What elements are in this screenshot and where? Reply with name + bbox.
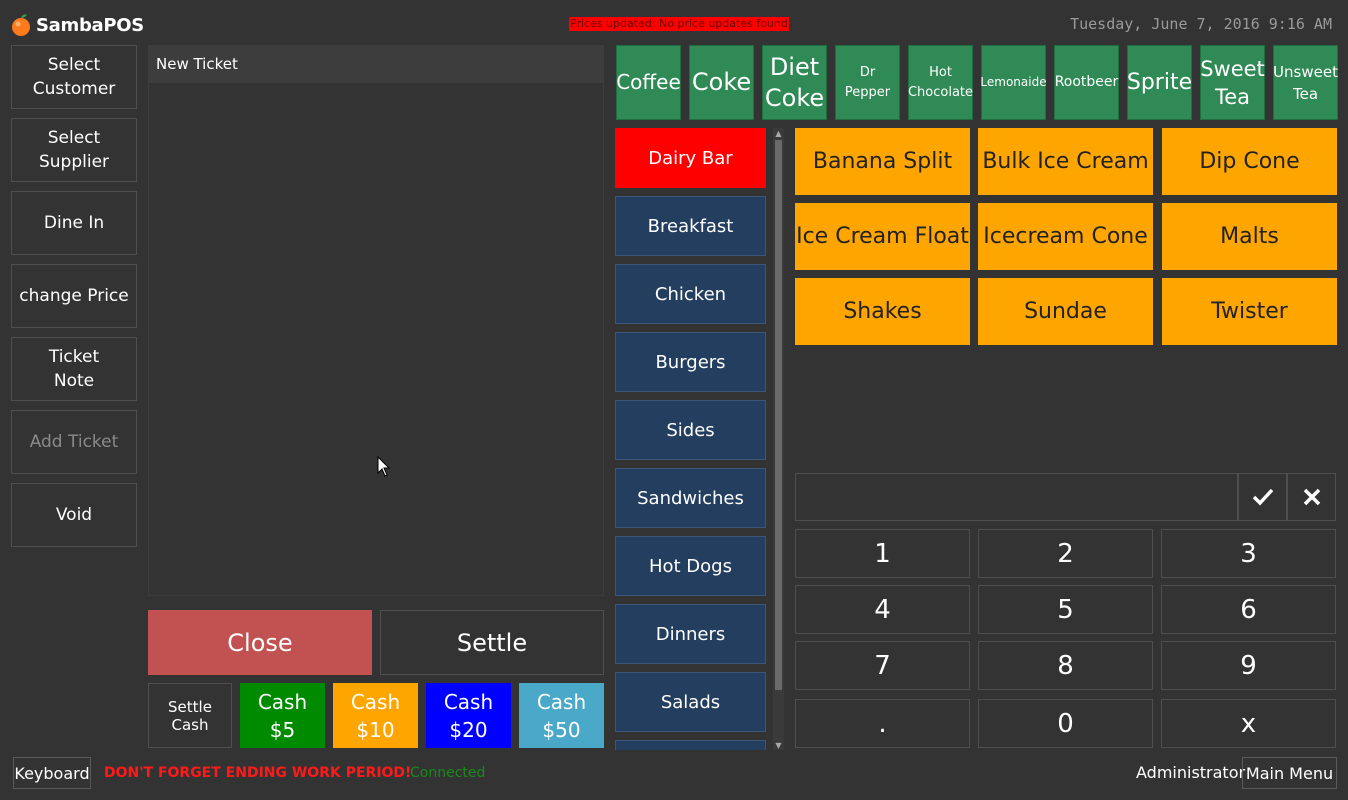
numpad-display[interactable] bbox=[795, 473, 1238, 521]
work-period-warning: DON'T FORGET ENDING WORK PERIOD! bbox=[104, 765, 412, 781]
nav-button: Add Ticket bbox=[11, 410, 137, 474]
numpad-key[interactable]: 5 bbox=[978, 585, 1153, 634]
category-button[interactable]: Breakfast bbox=[615, 196, 766, 256]
cash-button[interactable]: Cash $20 bbox=[426, 683, 511, 748]
drink-button[interactable]: Dr Pepper bbox=[835, 45, 900, 120]
drink-button[interactable]: Sprite bbox=[1127, 45, 1192, 120]
product-button[interactable]: Ice Cream Float bbox=[795, 203, 970, 270]
category-scroll-thumb[interactable] bbox=[775, 140, 782, 690]
category-button[interactable]: Dinners bbox=[615, 604, 766, 664]
cash-button[interactable]: Cash $50 bbox=[519, 683, 604, 748]
product-button[interactable]: Sundae bbox=[978, 278, 1153, 345]
numpad-key[interactable]: 0 bbox=[978, 699, 1153, 748]
price-update-banner: Prices updated: No price updates found bbox=[569, 17, 789, 31]
numpad-key[interactable]: 6 bbox=[1161, 585, 1336, 634]
mouse-cursor-icon bbox=[377, 456, 391, 477]
current-user: Administrator bbox=[1136, 763, 1246, 782]
drink-button[interactable]: Sweet Tea bbox=[1200, 45, 1265, 120]
category-button[interactable]: Sides bbox=[615, 400, 766, 460]
category-button[interactable]: Hot Dogs bbox=[615, 536, 766, 596]
cash-button[interactable]: Cash $5 bbox=[240, 683, 325, 748]
product-button[interactable]: Malts bbox=[1162, 203, 1337, 270]
keyboard-button[interactable]: Keyboard bbox=[13, 757, 91, 789]
category-button[interactable]: Sandwiches bbox=[615, 468, 766, 528]
check-icon[interactable] bbox=[1238, 473, 1287, 521]
settle-cash-button[interactable]: Settle Cash bbox=[148, 683, 232, 748]
category-button[interactable]: Burgers bbox=[615, 332, 766, 392]
numpad-key[interactable]: 2 bbox=[978, 529, 1153, 578]
orange-logo-icon bbox=[12, 14, 30, 36]
product-button[interactable]: Dip Cone bbox=[1162, 128, 1337, 195]
nav-button[interactable]: Select Customer bbox=[11, 45, 137, 109]
connection-status: Connected bbox=[410, 765, 486, 781]
nav-button[interactable]: Select Supplier bbox=[11, 118, 137, 182]
numpad-key[interactable]: 8 bbox=[978, 641, 1153, 690]
settle-button[interactable]: Settle bbox=[380, 610, 604, 675]
drink-button[interactable]: Unsweet Tea bbox=[1273, 45, 1338, 120]
drink-button[interactable]: Coffee bbox=[616, 45, 681, 120]
numpad-key[interactable]: 1 bbox=[795, 529, 970, 578]
clock: Tuesday, June 7, 2016 9:16 AM bbox=[1070, 15, 1332, 33]
nav-button[interactable]: Void bbox=[11, 483, 137, 547]
scroll-up-icon[interactable]: ▲ bbox=[775, 128, 782, 138]
numpad-key[interactable]: 7 bbox=[795, 641, 970, 690]
close-button[interactable]: Close bbox=[148, 610, 372, 675]
numpad-key[interactable]: 3 bbox=[1161, 529, 1336, 578]
ticket-panel[interactable] bbox=[148, 45, 604, 596]
main-menu-button[interactable]: Main Menu bbox=[1242, 757, 1337, 789]
product-button[interactable]: Bulk Ice Cream bbox=[978, 128, 1153, 195]
product-button[interactable]: Twister bbox=[1162, 278, 1337, 345]
drink-button[interactable]: Diet Coke bbox=[762, 45, 827, 120]
scroll-down-icon[interactable]: ▼ bbox=[775, 740, 782, 750]
app-name: SambaPOS bbox=[36, 14, 144, 36]
nav-button[interactable]: change Price bbox=[11, 264, 137, 328]
drink-button[interactable]: Rootbeer bbox=[1054, 45, 1119, 120]
category-button[interactable]: Salads bbox=[615, 672, 766, 732]
numpad-key[interactable]: x bbox=[1161, 699, 1336, 748]
category-button-partial[interactable] bbox=[615, 740, 766, 750]
nav-button[interactable]: Ticket Note bbox=[11, 337, 137, 401]
product-button[interactable]: Shakes bbox=[795, 278, 970, 345]
close-icon[interactable] bbox=[1287, 473, 1336, 521]
drink-button[interactable]: Hot Chocolate bbox=[908, 45, 973, 120]
numpad-key[interactable]: 9 bbox=[1161, 641, 1336, 690]
product-button[interactable]: Banana Split bbox=[795, 128, 970, 195]
numpad-key[interactable]: . bbox=[795, 699, 970, 748]
numpad-key[interactable]: 4 bbox=[795, 585, 970, 634]
category-button[interactable]: Chicken bbox=[615, 264, 766, 324]
product-button[interactable]: Icecream Cone bbox=[978, 203, 1153, 270]
app-logo: SambaPOS bbox=[10, 10, 144, 40]
drink-button[interactable]: Coke bbox=[689, 45, 754, 120]
category-button[interactable]: Dairy Bar bbox=[615, 128, 766, 188]
nav-button[interactable]: Dine In bbox=[11, 191, 137, 255]
cash-button[interactable]: Cash $10 bbox=[333, 683, 418, 748]
drink-button[interactable]: Lemonaide bbox=[980, 45, 1047, 120]
ticket-header: New Ticket bbox=[148, 45, 604, 83]
